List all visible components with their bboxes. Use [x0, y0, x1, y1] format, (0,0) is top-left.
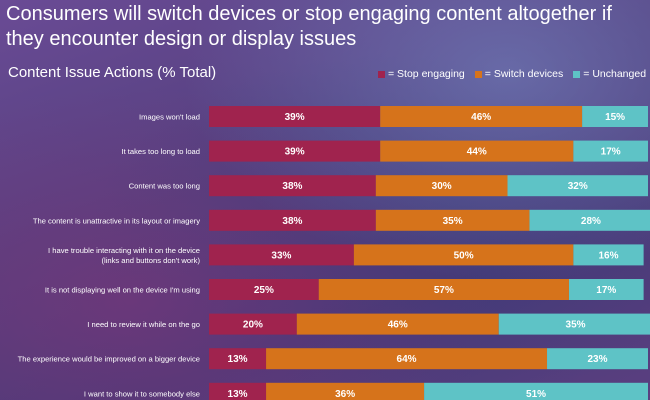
bar-segment-stop: [209, 175, 376, 197]
category-label: I need to review it while on the go: [87, 320, 200, 329]
value-label-unchanged: 16%: [598, 250, 618, 261]
legend-item-stop: = Stop engaging: [378, 68, 465, 80]
legend-item-unchanged: = Unchanged: [573, 68, 646, 80]
bar-segment-unchanged: [498, 313, 650, 335]
bar-segment-unchanged: [582, 106, 648, 127]
value-label-stop: 33%: [271, 250, 291, 261]
bar-segment-stop: [209, 348, 267, 370]
value-label-switch: 46%: [471, 112, 491, 123]
value-label-unchanged: 17%: [601, 147, 621, 158]
bar-segment-unchanged: [573, 244, 644, 266]
bar-segment-switch: [296, 313, 499, 335]
value-label-switch: 35%: [443, 216, 463, 227]
bar-segment-unchanged: [507, 175, 648, 197]
category-label: I want to show it to somebody else: [84, 389, 200, 398]
value-label-stop: 38%: [282, 181, 302, 192]
value-label-unchanged: 32%: [568, 181, 588, 192]
value-label-stop: 39%: [285, 147, 305, 158]
value-label-stop: 39%: [285, 112, 305, 123]
value-label-unchanged: 28%: [581, 216, 601, 227]
value-label-switch: 46%: [388, 320, 408, 331]
bar-segment-switch: [266, 382, 425, 400]
bar-segment-stop: [209, 313, 297, 335]
value-label-stop: 25%: [254, 285, 274, 296]
value-label-unchanged: 51%: [526, 389, 546, 400]
headline: Consumers will switch devices or stop en…: [6, 3, 612, 50]
bar-segment-switch: [318, 279, 569, 300]
category-label: The content is unattractive in its layou…: [33, 216, 200, 225]
bar-segment-stop: [209, 382, 267, 400]
bar-segment-unchanged: [573, 140, 648, 162]
value-label-switch: 36%: [335, 389, 355, 400]
value-label-stop: 38%: [282, 216, 302, 227]
category-label-line: I have trouble interacting with it on th…: [48, 246, 200, 255]
bar-segment-unchanged: [547, 348, 648, 370]
category-label: I have trouble interacting with it on th…: [48, 246, 200, 265]
legend-label-stop: = Stop engaging: [388, 68, 465, 80]
bar-segment-stop: [209, 106, 381, 127]
legend-swatch-switch: [474, 70, 482, 78]
legend-label-switch: = Switch devices: [484, 68, 564, 80]
bar-segment-switch: [380, 106, 583, 127]
category-label: Content was too long: [129, 182, 200, 191]
bar-segment-unchanged: [529, 209, 650, 231]
legend-item-switch: = Switch devices: [474, 68, 564, 80]
value-label-unchanged: 35%: [566, 320, 586, 331]
value-label-unchanged: 17%: [596, 285, 616, 296]
bar-segment-switch: [266, 348, 548, 370]
value-label-switch: 64%: [397, 354, 417, 365]
value-label-stop: 13%: [228, 354, 248, 365]
legend-label-unchanged: = Unchanged: [583, 68, 647, 80]
category-label-line: (links and buttons don't work): [101, 256, 200, 265]
chart-title: Content Issue Actions (% Total): [8, 64, 217, 81]
bar-segment-stop: [209, 209, 376, 231]
value-label-unchanged: 15%: [605, 112, 625, 123]
value-label-unchanged: 23%: [588, 354, 608, 365]
bar-segment-switch: [380, 140, 574, 162]
value-label-stop: 13%: [228, 389, 248, 400]
value-label-stop: 20%: [243, 320, 263, 331]
bar-segment-unchanged: [424, 382, 648, 400]
value-label-switch: 50%: [454, 250, 474, 261]
legend-swatch-stop: [378, 70, 385, 78]
category-label: The experience would be improved on a bi…: [18, 355, 200, 364]
value-label-switch: 30%: [432, 181, 452, 192]
value-label-switch: 57%: [434, 285, 454, 296]
value-label-switch: 44%: [467, 147, 487, 158]
category-label: It takes too long to load: [121, 147, 200, 156]
bar-segment-switch: [375, 209, 530, 231]
bar-segment-switch: [353, 244, 574, 266]
category-label: Images won't load: [139, 113, 200, 122]
bar-segment-switch: [375, 175, 508, 197]
bar-segment-unchanged: [568, 279, 644, 300]
bar-segment-stop: [209, 279, 319, 300]
bar-segment-stop: [209, 244, 354, 266]
legend-swatch-unchanged: [573, 70, 581, 78]
category-label: It is not displaying well on the device …: [45, 286, 200, 295]
bar-segment-stop: [209, 140, 381, 162]
chart-legend: = Stop engaging = Switch devices = Uncha…: [378, 68, 646, 80]
